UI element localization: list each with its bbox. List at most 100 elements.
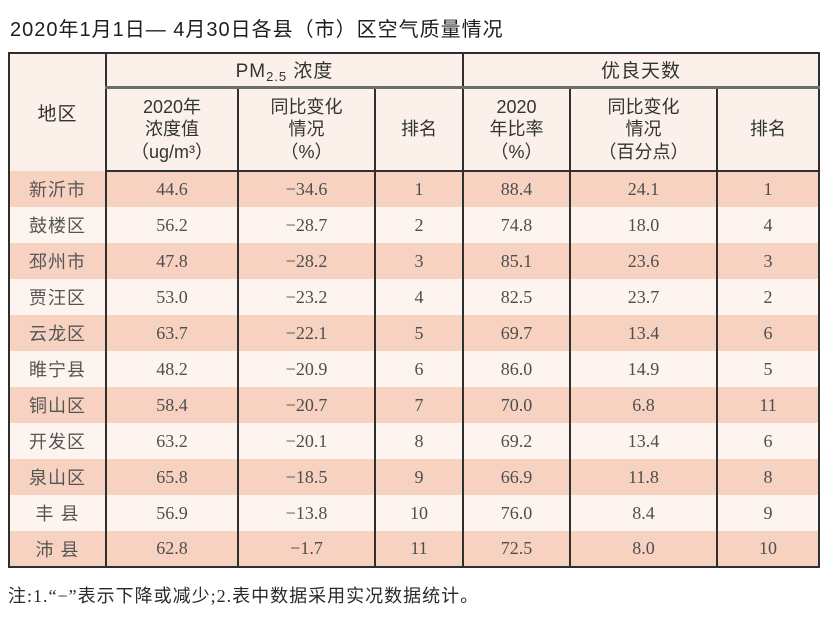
good-change-cell: 8.0	[569, 531, 719, 567]
good-rate-cell: 66.9	[462, 459, 572, 495]
table-row: 云龙区 63.7 −22.1 5 69.7 13.4 6	[8, 315, 821, 351]
good-rate-cell: 88.4	[462, 171, 572, 207]
pm-value-cell: 58.4	[105, 387, 239, 423]
header-group-row: 地区 PM2.5 浓度 优良天数	[8, 53, 821, 171]
good-rate-cell: 74.8	[462, 207, 572, 243]
table-row: 开发区 63.2 −20.1 8 69.2 13.4 6	[8, 423, 821, 459]
good-rate-cell: 69.7	[462, 315, 572, 351]
col-header-good-rank: 排名	[716, 87, 821, 172]
good-change-cell: 8.4	[569, 495, 719, 531]
table-header: 地区 PM2.5 浓度 优良天数 2020年 浓度值 （ug/m³） 同比变化 …	[8, 53, 821, 172]
pm-rank-cell: 7	[373, 387, 465, 423]
good-rank-cell: 10	[716, 531, 821, 567]
pm-rank-cell: 8	[373, 423, 465, 459]
pm-change-cell: −1.7	[237, 531, 376, 567]
pm-rank-cell: 1	[373, 171, 465, 207]
good-change-cell: 24.1	[569, 171, 719, 207]
good-change-cell: 23.6	[569, 243, 719, 279]
pm-change-cell: −22.1	[237, 315, 376, 351]
pm-value-cell: 44.6	[105, 171, 239, 207]
good-rate-cell: 82.5	[462, 279, 572, 315]
good-rank-cell: 3	[716, 243, 821, 279]
good-rate-cell: 76.0	[462, 495, 572, 531]
pm-rank-cell: 10	[373, 495, 465, 531]
pm-value-cell: 62.8	[105, 531, 239, 567]
good-change-cell: 13.4	[569, 423, 719, 459]
good-rank-cell: 8	[716, 459, 821, 495]
pm-value-cell: 48.2	[105, 351, 239, 387]
region-cell: 丰 县	[8, 495, 107, 531]
region-cell: 云龙区	[8, 315, 107, 351]
good-rate-cell: 86.0	[462, 351, 572, 387]
good-change-cell: 18.0	[569, 207, 719, 243]
good-rate-cell: 72.5	[462, 531, 572, 567]
col-header-pm-change: 同比变化 情况 （%）	[237, 87, 376, 172]
pm-value-cell: 65.8	[105, 459, 239, 495]
col-header-region: 地区	[8, 53, 107, 171]
pm-value-cell: 56.9	[105, 495, 239, 531]
pm-rank-cell: 11	[373, 531, 465, 567]
good-change-cell: 13.4	[569, 315, 719, 351]
pm-rank-cell: 2	[373, 207, 465, 243]
table-row: 泉山区 65.8 −18.5 9 66.9 11.8 8	[8, 459, 821, 495]
header-sub-row: 2020年 浓度值 （ug/m³） 同比变化 情况 （%） 排名 2020 年比…	[9, 87, 821, 172]
pm25-label-prefix: PM	[235, 60, 267, 82]
good-change-cell: 14.9	[569, 351, 719, 387]
table-row: 睢宁县 48.2 −20.9 6 86.0 14.9 5	[8, 351, 821, 387]
pm-change-cell: −20.7	[237, 387, 376, 423]
good-rank-cell: 2	[716, 279, 821, 315]
table-row: 邳州市 47.8 −28.2 3 85.1 23.6 3	[8, 243, 821, 279]
good-change-cell: 6.8	[569, 387, 719, 423]
pm-value-cell: 63.2	[105, 423, 239, 459]
pm-value-cell: 53.0	[105, 279, 239, 315]
pm-value-cell: 56.2	[105, 207, 239, 243]
region-cell: 沛 县	[8, 531, 107, 567]
pm-rank-cell: 5	[373, 315, 465, 351]
region-cell: 新沂市	[8, 171, 107, 207]
pm-change-cell: −20.9	[237, 351, 376, 387]
table-row: 新沂市 44.6 −34.6 1 88.4 24.1 1	[8, 171, 821, 207]
pm-rank-cell: 3	[373, 243, 465, 279]
good-rank-cell: 5	[716, 351, 821, 387]
col-header-pm-rank: 排名	[373, 87, 465, 172]
pm-rank-cell: 4	[373, 279, 465, 315]
pm-change-cell: −23.2	[237, 279, 376, 315]
good-change-cell: 23.7	[569, 279, 719, 315]
pm-value-cell: 63.7	[105, 315, 239, 351]
good-rank-cell: 1	[716, 171, 821, 207]
good-rate-cell: 85.1	[462, 243, 572, 279]
region-cell: 开发区	[8, 423, 107, 459]
pm25-label-subscript: 2.5	[266, 68, 288, 84]
footnote: 注:1.“−”表示下降或减少;2.表中数据采用实况数据统计。	[8, 586, 480, 606]
table-row: 铜山区 58.4 −20.7 7 70.0 6.8 11	[8, 387, 821, 423]
table-row: 鼓楼区 56.2 −28.7 2 74.8 18.0 4	[8, 207, 821, 243]
good-rank-cell: 4	[716, 207, 821, 243]
pm-change-cell: −13.8	[237, 495, 376, 531]
pm-rank-cell: 6	[373, 351, 465, 387]
table-body: 新沂市 44.6 −34.6 1 88.4 24.1 1 鼓楼区 56.2 −28.7 2 74.8 1…	[8, 171, 821, 567]
good-rate-cell: 70.0	[462, 387, 572, 423]
good-change-cell: 11.8	[569, 459, 719, 495]
page-title: 2020年1月1日— 4月30日各县（市）区空气质量情况	[10, 19, 504, 41]
region-cell: 鼓楼区	[8, 207, 107, 243]
pm-change-cell: −28.2	[237, 243, 376, 279]
col-header-pm-value: 2020年 浓度值 （ug/m³）	[105, 87, 239, 172]
good-rank-cell: 9	[716, 495, 821, 531]
region-cell: 邳州市	[8, 243, 107, 279]
pm-change-cell: −28.7	[237, 207, 376, 243]
good-rank-cell: 6	[716, 315, 821, 351]
table-row: 丰 县 56.9 −13.8 10 76.0 8.4 9	[8, 495, 821, 531]
table-row: 贾汪区 53.0 −23.2 4 82.5 23.7 2	[8, 279, 821, 315]
col-group-good-days: 优良天数	[462, 53, 821, 89]
good-rate-cell: 69.2	[462, 423, 572, 459]
region-cell: 铜山区	[8, 387, 107, 423]
pm-change-cell: −18.5	[237, 459, 376, 495]
good-rank-cell: 11	[716, 387, 821, 423]
col-header-good-rate: 2020 年比率 （%）	[462, 87, 572, 172]
pm-value-cell: 47.8	[105, 243, 239, 279]
region-cell: 睢宁县	[8, 351, 107, 387]
col-header-good-change: 同比变化 情况 （百分点）	[569, 87, 719, 172]
good-rank-cell: 6	[716, 423, 821, 459]
pm-change-cell: −20.1	[237, 423, 376, 459]
